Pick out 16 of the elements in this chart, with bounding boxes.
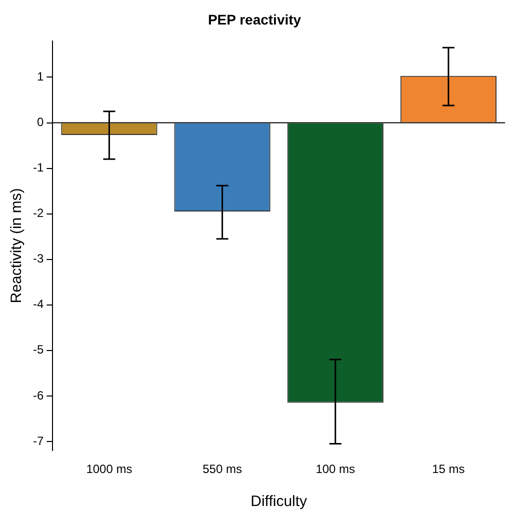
y-tick-label: -2 <box>33 206 44 220</box>
x-tick-label: 15 ms <box>432 462 465 476</box>
y-tick-label: -6 <box>33 388 44 402</box>
y-tick-label: -5 <box>33 342 44 357</box>
y-tick-label: 0 <box>36 115 44 130</box>
y-tick-label: -4 <box>33 297 44 312</box>
y-axis-title: Reactivity (in ms) <box>8 188 26 304</box>
x-axis-title: Difficulty <box>250 493 308 510</box>
x-tick-label: 550 ms <box>202 462 242 476</box>
y-tick-label: -1 <box>33 160 44 175</box>
x-tick-label: 100 ms <box>316 462 356 476</box>
chart-title: PEP reactivity <box>208 11 302 28</box>
y-tick-label: -7 <box>33 434 44 448</box>
y-tick-label: -3 <box>33 252 44 266</box>
y-tick-label: 1 <box>36 70 44 84</box>
x-tick-label: 1000 ms <box>86 462 132 476</box>
